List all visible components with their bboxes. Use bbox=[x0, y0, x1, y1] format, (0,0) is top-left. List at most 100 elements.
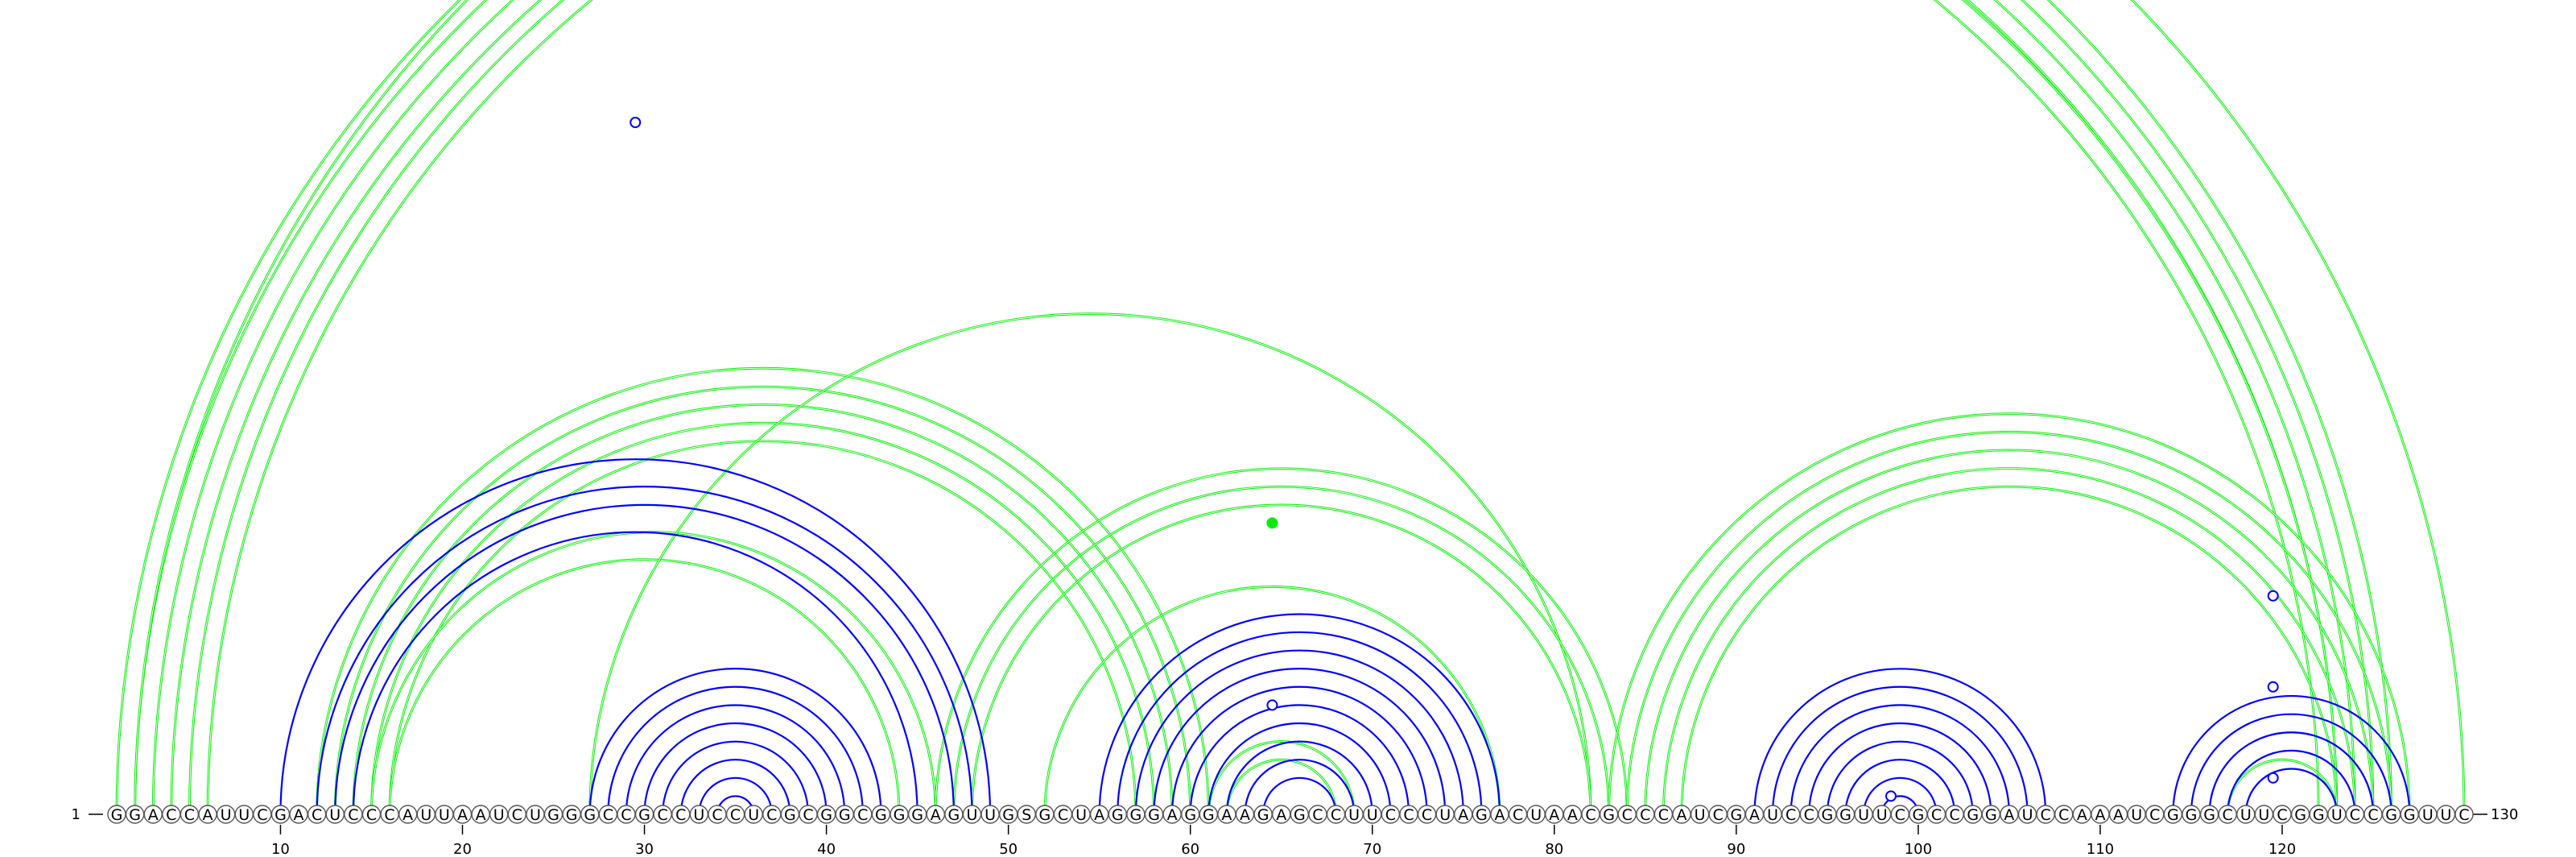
nucleotide-letter: C bbox=[1804, 806, 1814, 824]
nucleotide-letter: C bbox=[603, 806, 613, 824]
alternative-pair-arc bbox=[952, 485, 1611, 815]
nucleotide-letter: G bbox=[839, 806, 851, 824]
nucleotide-letter: A bbox=[148, 806, 159, 824]
alternative-pair-arc-core bbox=[371, 423, 1154, 814]
nucleotide-letter: G bbox=[1257, 806, 1269, 824]
nucleotide-letter: U bbox=[748, 806, 759, 824]
nucleotide-letter: C bbox=[1713, 806, 1724, 824]
tick-label: 10 bbox=[271, 841, 290, 857]
nucleotide-letter: C bbox=[1513, 806, 1523, 824]
nucleotide-letter: C bbox=[2223, 806, 2233, 824]
nucleotide-letter: U bbox=[1695, 806, 1706, 824]
tick-label: 110 bbox=[2087, 841, 2114, 857]
alternative-pair-arc bbox=[388, 440, 1137, 815]
alternative-pair-arc-core bbox=[1662, 468, 2355, 815]
nucleotide-letter: U bbox=[1530, 806, 1542, 824]
alternative-pair-arc-core bbox=[953, 486, 1610, 815]
nucleotide-letter: G bbox=[1476, 806, 1488, 824]
nucleotide-letter: G bbox=[894, 806, 906, 824]
start-index-label: 1 bbox=[72, 806, 80, 823]
tick-label: 120 bbox=[2268, 841, 2296, 857]
nucleotide-letter: G bbox=[2385, 806, 2397, 824]
nucleotide-letter: C bbox=[857, 806, 868, 824]
nucleotide-letter: G bbox=[111, 806, 123, 824]
tick-label: 90 bbox=[1727, 841, 1745, 857]
structure-pair-arcs bbox=[279, 458, 2411, 815]
nucleotide-letter: A bbox=[1458, 806, 1468, 824]
nucleotide-letter: A bbox=[294, 806, 304, 824]
nucleotide-letter: C bbox=[1331, 806, 1341, 824]
nucleotide-letter: G bbox=[2404, 806, 2416, 824]
nucleotide-letter: G bbox=[1822, 806, 1834, 824]
position-ticks: 10 20 30 40 50 60 70 80 90 100 110 120 bbox=[271, 825, 2296, 857]
nucleotide-letter: U bbox=[493, 806, 505, 824]
alternative-pair-arc-core bbox=[207, 0, 2319, 815]
alternative-pair-arc bbox=[335, 387, 1190, 814]
nucleotide-letter: G bbox=[911, 806, 923, 824]
nucleotide-letter: A bbox=[1276, 806, 1286, 824]
tick-label: 30 bbox=[635, 841, 654, 857]
alternative-pair-arc bbox=[971, 503, 1592, 815]
nucleotide-letter: A bbox=[2077, 806, 2087, 824]
tick-label: 70 bbox=[1363, 841, 1381, 857]
nucleotide-letter: C bbox=[348, 806, 358, 824]
nucleotide-letter: A bbox=[1221, 806, 1232, 824]
nucleotide-letter: U bbox=[439, 806, 450, 824]
nucleotide-letter: A bbox=[1240, 806, 1250, 824]
nucleotide-letter: A bbox=[931, 806, 941, 824]
structure-pair-arc bbox=[1225, 741, 1373, 815]
nucleotide-letter: C bbox=[658, 806, 668, 824]
nucleotide-letter: A bbox=[402, 806, 413, 824]
alternative-pair-arc bbox=[1680, 485, 2339, 815]
alternative-pair-arc bbox=[316, 367, 1210, 815]
structure-pair-arc bbox=[1862, 776, 1938, 815]
alternative-pair-arc bbox=[135, 0, 2464, 814]
structure-pair-arc bbox=[1170, 685, 1428, 815]
nucleotide-letter: G bbox=[1294, 806, 1306, 824]
nucleotide-letter: G bbox=[784, 806, 796, 824]
nucleotide-letter: U bbox=[2440, 806, 2451, 824]
structure-pair-arc bbox=[1790, 704, 2011, 815]
alternative-pair-arc bbox=[1662, 467, 2356, 815]
nucleotide-letter: C bbox=[1640, 806, 1650, 824]
alternative-pair-arc-core bbox=[152, 0, 2355, 815]
alternative-pair-arc bbox=[371, 423, 1154, 814]
alternative-pair-arc bbox=[135, 0, 2373, 814]
structure-pair-arc bbox=[1189, 704, 1410, 815]
nucleotide-letter: C bbox=[1058, 806, 1068, 824]
structure-pair-arc bbox=[2172, 694, 2411, 815]
alternative-pair-arc-core bbox=[353, 404, 1173, 815]
nucleotide-letter: U bbox=[2422, 806, 2434, 824]
tick-label: 20 bbox=[453, 841, 472, 857]
nucleotide-letter: C bbox=[257, 806, 267, 824]
structure-pair-arc bbox=[1134, 649, 1464, 815]
structure-pair-arc bbox=[334, 503, 955, 815]
nucleotide-letter: G bbox=[1839, 806, 1852, 824]
alternative-pair-arc-core bbox=[371, 532, 935, 814]
nucleotide-letter: G bbox=[638, 806, 650, 824]
alternative-pair-arc-core bbox=[971, 504, 1591, 815]
structure-pair-arc bbox=[352, 532, 919, 815]
nucleotide-circle bbox=[2454, 805, 2474, 824]
alternative-pair-arc-core bbox=[1044, 586, 1501, 815]
alternative-pair-arc bbox=[151, 0, 2356, 815]
nucleotide-letter: C bbox=[384, 806, 394, 824]
nucleotide-letter: G bbox=[1203, 806, 1215, 824]
alternative-pair-arc-core bbox=[1208, 741, 1355, 815]
nucleotide-letter: U bbox=[1075, 806, 1087, 824]
structure-pair-arc bbox=[698, 776, 773, 815]
nucleotide-letter: U bbox=[985, 806, 996, 824]
nucleotide-letter: A bbox=[457, 806, 468, 824]
nucleotide-letter: U bbox=[1348, 806, 1360, 824]
tick-label: 50 bbox=[999, 841, 1018, 857]
structure-pair-arc bbox=[1208, 722, 1392, 815]
alternative-pair-arc-core bbox=[1626, 431, 2392, 815]
arc-marker bbox=[1885, 790, 1897, 802]
nucleotide-letter: U bbox=[238, 806, 250, 824]
nucleotide-letter: G bbox=[1184, 806, 1196, 824]
tick-label: 60 bbox=[1181, 841, 1199, 857]
alternative-pair-arc-core bbox=[1608, 413, 2410, 815]
structure-pair-arc bbox=[2208, 731, 2375, 815]
nucleotide-letter: G bbox=[2313, 806, 2325, 824]
